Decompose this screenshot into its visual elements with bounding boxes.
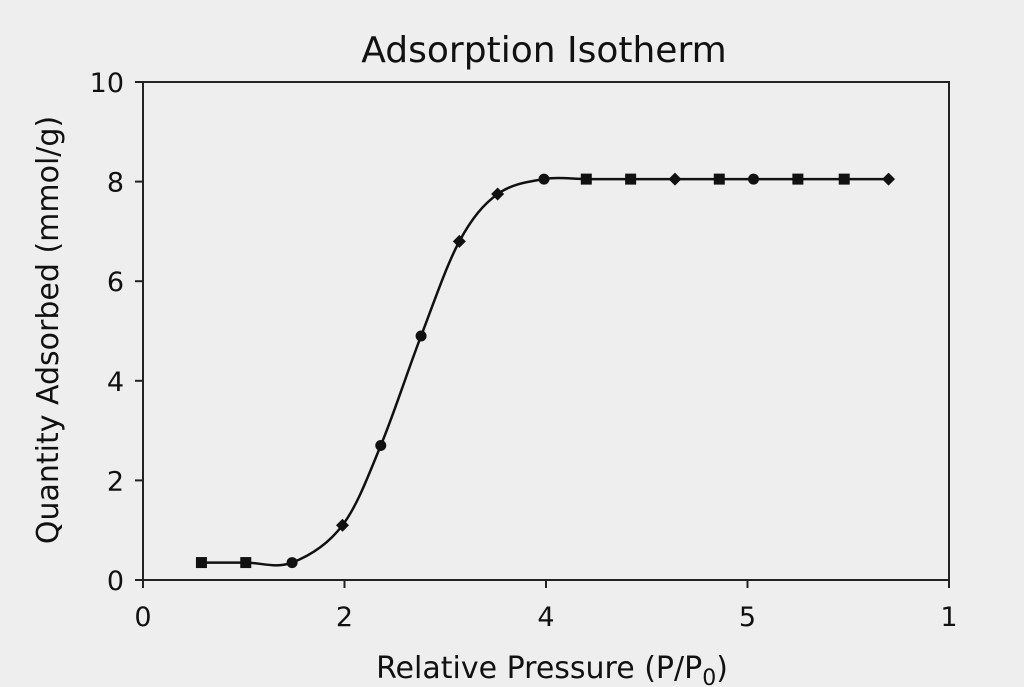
x-axis-title-main: Relative Pressure (P/P	[376, 651, 702, 686]
series-markers	[195, 172, 896, 569]
y-axis-ticks: 0 2 4 6 8 10	[90, 68, 143, 597]
y-tick-label: 0	[107, 566, 124, 597]
data-point-circle	[748, 173, 760, 185]
x-axis-ticks: 0 2 4 5 1	[134, 580, 958, 633]
data-point-circle	[286, 557, 298, 569]
data-point-circle	[375, 440, 387, 452]
y-tick-label: 10	[90, 68, 124, 99]
y-tick-label: 4	[107, 367, 124, 398]
data-point-circle	[415, 330, 427, 342]
data-point-square	[195, 557, 207, 569]
x-tick-label: 0	[134, 602, 151, 633]
plot-frame	[142, 81, 950, 581]
series-line	[201, 176, 889, 567]
x-axis-title: Relative Pressure (P/P0)	[376, 651, 728, 687]
x-tick-label: 5	[739, 602, 756, 633]
x-axis-title-suffix: )	[716, 651, 728, 686]
x-tick-label: 1	[940, 602, 957, 633]
chart-title: Adsorption Isotherm	[361, 30, 726, 71]
data-point-square	[713, 173, 725, 185]
data-point-diamond	[452, 234, 466, 248]
data-point-square	[792, 173, 804, 185]
y-tick-label: 8	[107, 168, 124, 199]
data-point-square	[838, 173, 850, 185]
data-point-circle	[538, 173, 550, 185]
data-point-square	[625, 173, 637, 185]
x-tick-label: 2	[336, 602, 353, 633]
data-point-diamond	[668, 172, 682, 186]
data-point-square	[240, 557, 252, 569]
y-tick-label: 6	[107, 267, 124, 298]
data-point-diamond	[882, 172, 896, 186]
y-axis-title: Quantity Adsorbed (mmol/g)	[31, 116, 66, 544]
data-point-square	[580, 173, 592, 185]
x-tick-label: 4	[537, 602, 554, 633]
y-tick-label: 2	[107, 466, 124, 497]
data-point-diamond	[335, 518, 349, 532]
x-axis-title-subscript: 0	[702, 666, 716, 687]
data-point-diamond	[491, 187, 505, 201]
